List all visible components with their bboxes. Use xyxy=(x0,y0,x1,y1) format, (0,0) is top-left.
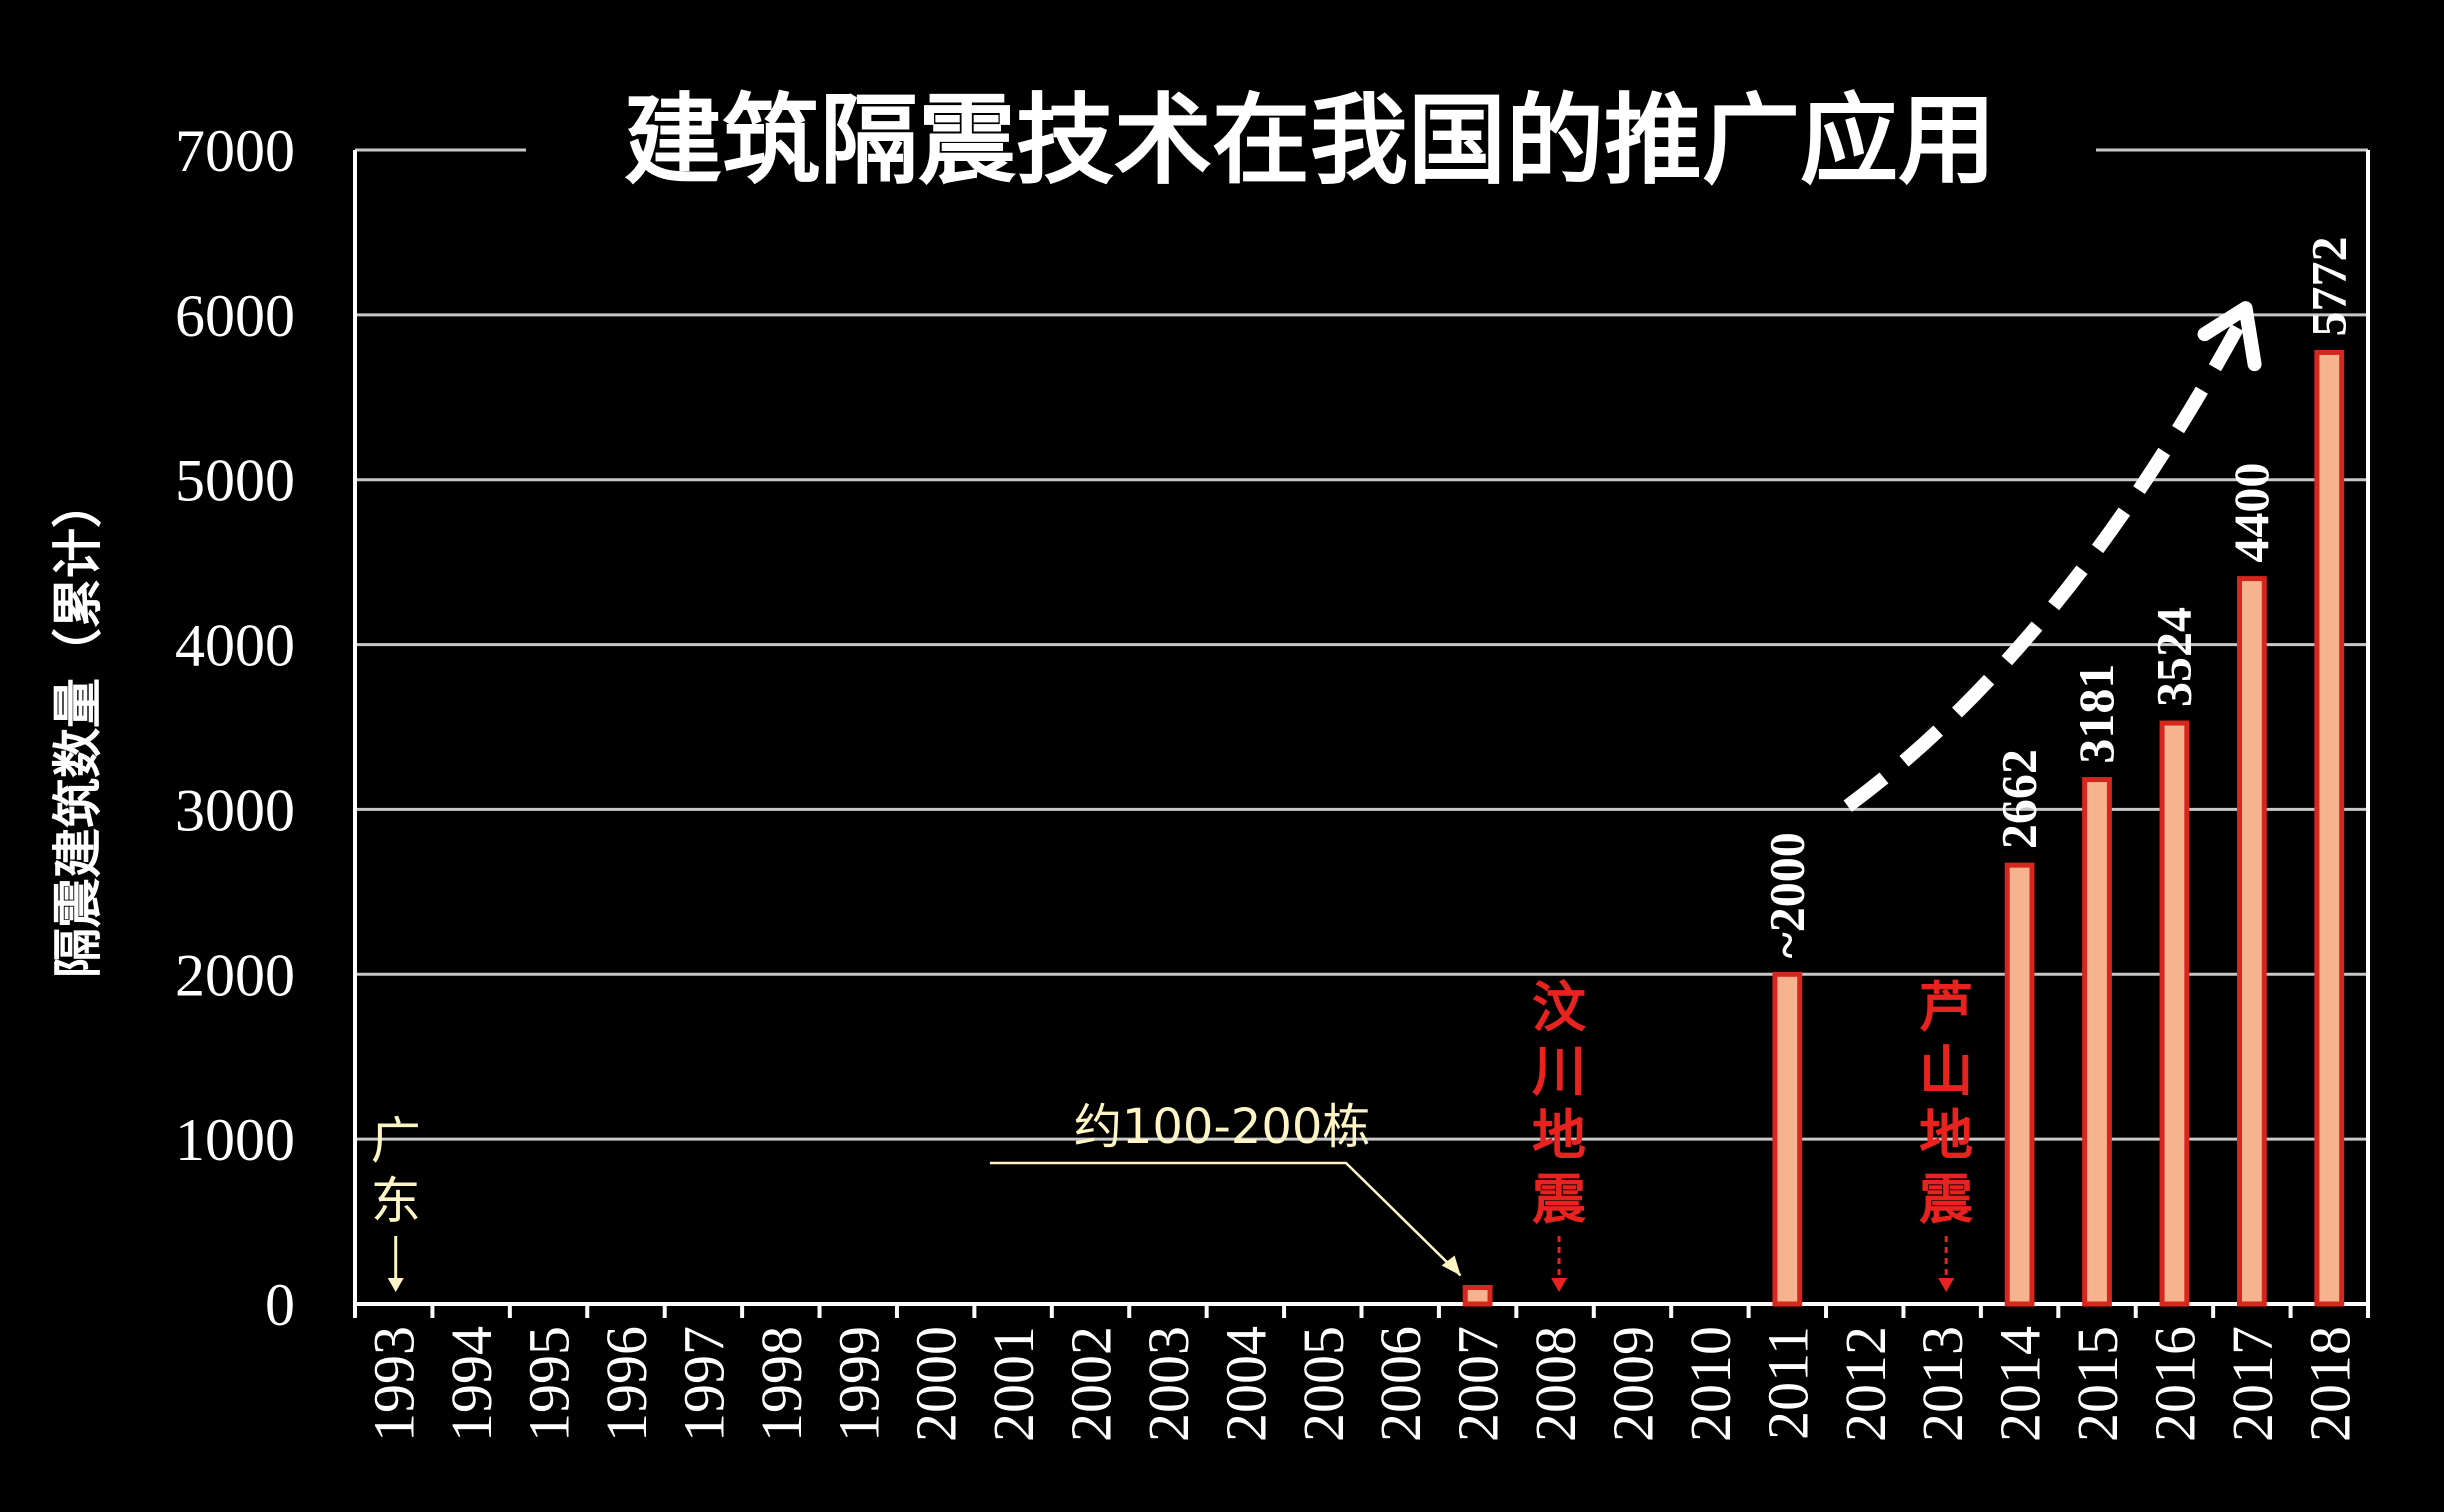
annotation-text: 山 xyxy=(1919,1040,1973,1103)
x-tick-label: 2005 xyxy=(1291,1326,1356,1442)
x-tick-label: 2014 xyxy=(1988,1326,2053,1442)
bar-value-label: 2662 xyxy=(1991,749,2047,849)
annotation-text: 约100-200栋 xyxy=(1074,1099,1371,1155)
bar-value-label: 5772 xyxy=(2300,236,2356,336)
y-tick-label: 0 xyxy=(265,1272,295,1338)
annotation-text: 震 xyxy=(1532,1168,1587,1231)
y-tick-label: 7000 xyxy=(175,118,295,184)
y-tick-label: 4000 xyxy=(175,613,295,679)
x-tick-label: 2006 xyxy=(1368,1326,1433,1442)
x-tick-label: 2010 xyxy=(1678,1326,1743,1442)
x-tick-label: 1997 xyxy=(671,1326,736,1442)
x-tick-label: 2000 xyxy=(904,1326,969,1442)
bar-value-label: ~2000 xyxy=(1758,832,1814,958)
x-tick-label: 1994 xyxy=(439,1326,504,1442)
y-tick-label: 6000 xyxy=(175,283,295,349)
bar xyxy=(2159,720,2190,1307)
bar xyxy=(2004,862,2035,1307)
x-tick-label: 2008 xyxy=(1523,1326,1588,1442)
annotation-text: 汶 xyxy=(1532,976,1587,1039)
annotation-text: 东 xyxy=(371,1172,421,1230)
x-tick-label: 1995 xyxy=(517,1326,582,1442)
bar xyxy=(2236,576,2267,1307)
annotation-text: 芦 xyxy=(1919,976,1973,1039)
x-tick-label: 2007 xyxy=(1446,1326,1511,1442)
trend-arrow-head xyxy=(2197,301,2262,372)
bar-value-label: 3524 xyxy=(2145,607,2201,707)
trend-arrow xyxy=(1843,301,2262,812)
annotation-arrow-head xyxy=(387,1278,404,1292)
trend-arrow-line xyxy=(1843,314,2249,812)
y-tick-label: 3000 xyxy=(175,777,295,843)
x-tick-label: 2002 xyxy=(1059,1326,1124,1442)
x-tick-label: 2011 xyxy=(1755,1326,1820,1440)
x-tick-label: 2003 xyxy=(1136,1326,1201,1442)
x-tick-label: 2004 xyxy=(1213,1326,1278,1442)
y-tick-label: 5000 xyxy=(175,448,295,514)
x-tick-label: 2018 xyxy=(2297,1326,2362,1442)
bar xyxy=(1462,1285,1493,1307)
bars xyxy=(1462,349,2345,1307)
annotation-arrow-head xyxy=(1441,1255,1461,1276)
bar xyxy=(2082,777,2112,1307)
annotation-text: 地 xyxy=(1919,1104,1973,1167)
bar-value-label: 4400 xyxy=(2223,463,2279,563)
x-tick-label: 2015 xyxy=(2065,1326,2130,1442)
bar xyxy=(1772,971,1803,1307)
x-tick-label: 2016 xyxy=(2142,1326,2207,1442)
x-tick-label: 1993 xyxy=(362,1326,427,1442)
annotation-text: 川 xyxy=(1532,1040,1586,1103)
x-tick-label: 1998 xyxy=(749,1326,814,1442)
bar-value-label: 3181 xyxy=(2068,664,2124,764)
annotation-leader-line xyxy=(989,1161,1462,1277)
y-tick-label: 2000 xyxy=(175,942,295,1008)
annotation-arrow-head xyxy=(1938,1278,1955,1292)
chart-title: 建筑隔震技术在我国的推广应用 xyxy=(624,84,1996,198)
y-axis-label: 隔震建筑数量（累计） xyxy=(49,478,107,978)
x-tick-label: 2001 xyxy=(981,1326,1046,1442)
x-tick-label: 2013 xyxy=(1910,1326,1975,1442)
annotation-text: 广 xyxy=(371,1112,421,1170)
x-tick-label: 2009 xyxy=(1600,1326,1665,1442)
x-tick-label: 2017 xyxy=(2220,1326,2285,1442)
data-labels: ~2000 2662 3181 3524 4400 5772 xyxy=(1758,236,2356,958)
bar xyxy=(2314,349,2345,1307)
x-tick-label: 1996 xyxy=(594,1326,659,1442)
y-tick-label: 1000 xyxy=(175,1107,295,1173)
title-backdrop xyxy=(526,85,2096,215)
x-tick-label: 1999 xyxy=(826,1326,891,1442)
annotation-text: 震 xyxy=(1919,1168,1974,1231)
x-tick-label: 2012 xyxy=(1833,1326,1898,1442)
annotation-arrow-head xyxy=(1551,1278,1568,1292)
annotation-text: 地 xyxy=(1532,1104,1586,1167)
